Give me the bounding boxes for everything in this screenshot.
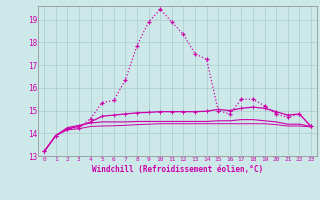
X-axis label: Windchill (Refroidissement éolien,°C): Windchill (Refroidissement éolien,°C) xyxy=(92,165,263,174)
